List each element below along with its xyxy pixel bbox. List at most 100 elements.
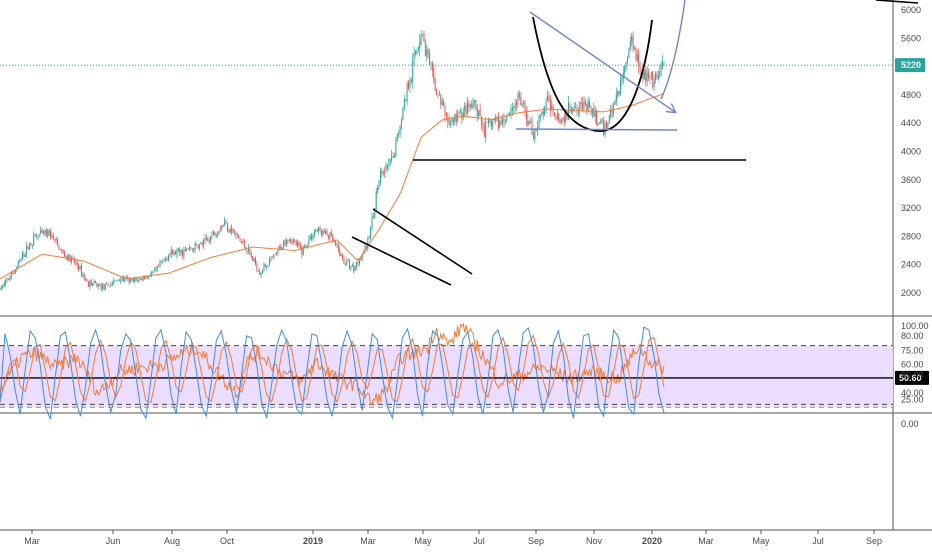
candle-body — [97, 284, 99, 287]
breakout-projection-line — [660, 0, 686, 100]
candle-body — [558, 113, 560, 121]
candle-body — [378, 180, 380, 189]
candle-body — [172, 249, 174, 255]
candle-body — [62, 250, 64, 253]
candle-body — [357, 261, 359, 264]
candle-body — [367, 238, 369, 249]
candle-body — [485, 122, 487, 138]
candle-body — [236, 234, 238, 236]
candle-body — [196, 243, 198, 246]
candle-body — [6, 279, 8, 281]
candle-body — [438, 93, 440, 95]
candle-body — [284, 240, 286, 246]
candle-body — [281, 247, 283, 250]
candle-body — [285, 240, 287, 246]
candle-body — [295, 240, 297, 247]
candle-body — [395, 141, 397, 157]
candle-body — [656, 73, 658, 78]
candle-body — [541, 111, 543, 116]
horizontal-support-trendline — [515, 128, 678, 131]
candle-body — [309, 236, 311, 240]
candle-body — [52, 235, 54, 239]
candle-body — [184, 249, 186, 251]
candle-body — [320, 231, 322, 235]
candle-body — [423, 33, 425, 42]
candle-body — [598, 122, 600, 124]
candle-body — [189, 247, 191, 250]
candle-body — [551, 105, 553, 111]
candle-body — [208, 240, 210, 243]
candle-body — [618, 91, 620, 95]
candle-body — [615, 94, 617, 103]
candle-body — [291, 240, 293, 244]
candle-body — [635, 48, 637, 60]
candle-body — [492, 120, 494, 127]
candle-body — [159, 261, 161, 266]
cup-curve — [532, 16, 653, 132]
candle-body — [503, 118, 505, 123]
candle-body — [632, 35, 634, 50]
candle-body — [450, 122, 452, 124]
candle-body — [634, 47, 636, 50]
candle-body — [260, 272, 262, 275]
stoch-axis-tick-label: 100.00 — [901, 321, 929, 331]
candle-body — [342, 254, 344, 258]
candle-body — [483, 127, 485, 137]
candle-body — [587, 100, 589, 111]
last-price-badge — [895, 58, 925, 73]
candle-body — [267, 265, 269, 268]
price-axis-tick-label: 4000 — [901, 147, 921, 157]
candle-body — [430, 62, 432, 64]
candle-body — [252, 256, 254, 261]
candle-body — [197, 245, 199, 249]
candle-body — [479, 109, 481, 116]
candle-body — [155, 269, 157, 271]
candle-body — [75, 262, 77, 263]
candle-body — [636, 54, 638, 61]
candle-body — [193, 247, 195, 251]
candle-body — [489, 118, 491, 123]
candle-body — [548, 96, 550, 100]
candle-body — [125, 277, 127, 279]
candle-body — [325, 231, 327, 234]
candle-body — [350, 265, 352, 269]
candle-body — [642, 71, 644, 80]
candle-body — [174, 251, 176, 255]
candle-body — [360, 259, 362, 261]
candle-body — [445, 113, 447, 117]
candle-body — [96, 282, 98, 287]
candle-body — [417, 46, 419, 50]
candle-body — [597, 123, 599, 127]
candle-body — [340, 253, 342, 256]
candle-body — [43, 231, 45, 233]
candle-body — [573, 108, 575, 110]
candle-body — [270, 257, 272, 261]
candle-body — [329, 232, 331, 239]
candle-body — [406, 83, 408, 102]
candle-body — [527, 120, 529, 126]
corner-line — [875, 0, 919, 4]
candle-body — [40, 229, 42, 233]
candle-body — [532, 133, 534, 139]
candle-body — [462, 112, 464, 118]
candle-body — [370, 226, 372, 239]
candle-body — [23, 254, 25, 257]
candle-body — [226, 223, 228, 231]
candle-body — [322, 230, 324, 236]
candle-body — [391, 156, 393, 161]
candle-body — [436, 90, 438, 95]
candle-body — [354, 266, 356, 271]
candle-body — [118, 280, 120, 282]
candle-body — [14, 269, 16, 274]
candle-body — [454, 114, 456, 122]
candle-body — [481, 115, 483, 125]
candle-body — [173, 251, 175, 255]
candle-body — [5, 279, 7, 284]
candle-body — [614, 101, 616, 105]
candle-body — [224, 220, 226, 226]
candle-body — [27, 246, 29, 250]
candle-body — [144, 277, 146, 279]
